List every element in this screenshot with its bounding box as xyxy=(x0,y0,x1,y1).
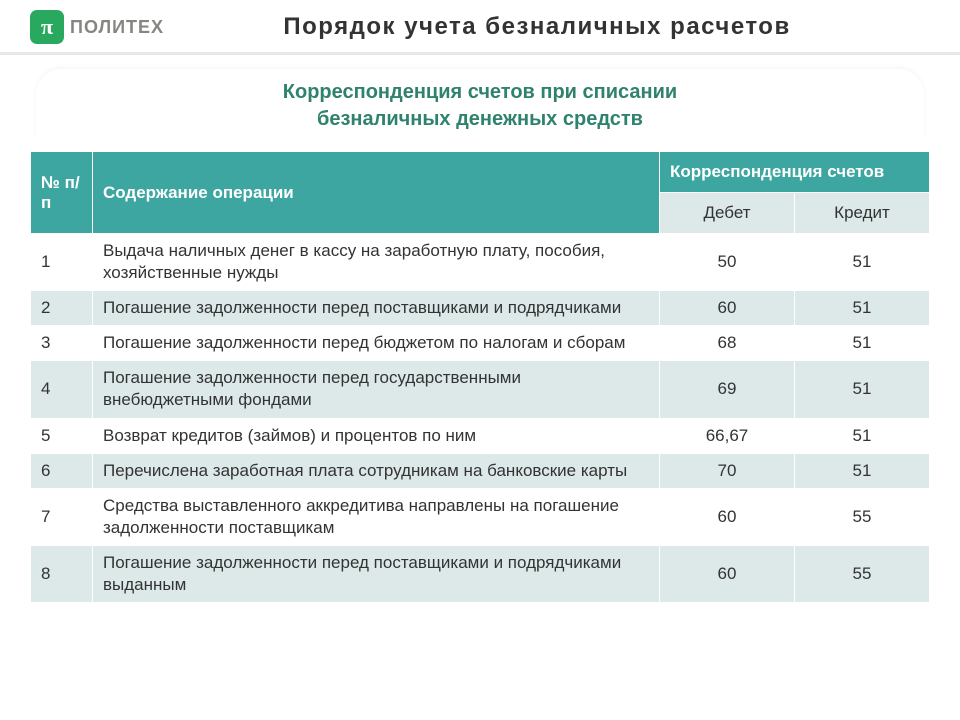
cell-num: 4 xyxy=(31,361,93,418)
table-body: 1Выдача наличных денег в кассу на зарабо… xyxy=(31,234,930,603)
col-header-desc: Содержание операции xyxy=(93,152,660,234)
table-row: 5Возврат кредитов (займов) и процентов п… xyxy=(31,418,930,453)
cell-credit: 51 xyxy=(795,418,930,453)
cell-debit: 50 xyxy=(660,234,795,291)
table-row: 3Погашение задолженности перед бюджетом … xyxy=(31,326,930,361)
cell-credit: 55 xyxy=(795,488,930,545)
cell-desc: Возврат кредитов (займов) и процентов по… xyxy=(93,418,660,453)
cell-debit: 66,67 xyxy=(660,418,795,453)
section-banner: Корреспонденция счетов при списании безн… xyxy=(36,69,924,141)
accounts-table: № п/п Содержание операции Корреспонденци… xyxy=(30,151,930,603)
cell-num: 2 xyxy=(31,291,93,326)
cell-num: 5 xyxy=(31,418,93,453)
cell-credit: 51 xyxy=(795,291,930,326)
cell-desc: Погашение задолженности перед государств… xyxy=(93,361,660,418)
cell-debit: 68 xyxy=(660,326,795,361)
table-row: 8Погашение задолженности перед поставщик… xyxy=(31,545,930,602)
cell-num: 7 xyxy=(31,488,93,545)
cell-num: 6 xyxy=(31,453,93,488)
section-title-line1: Корреспонденция счетов при списании xyxy=(76,79,884,106)
cell-credit: 51 xyxy=(795,361,930,418)
table-row: 6Перечислена заработная плата сотрудника… xyxy=(31,453,930,488)
col-header-num: № п/п xyxy=(31,152,93,234)
logo-icon: π xyxy=(30,10,64,44)
cell-desc: Погашение задолженности перед бюджетом п… xyxy=(93,326,660,361)
page-title: Порядок учета безналичных расчетов xyxy=(204,13,930,41)
table-row: 7Средства выставленного аккредитива напр… xyxy=(31,488,930,545)
cell-num: 1 xyxy=(31,234,93,291)
table-row: 4Погашение задолженности перед государст… xyxy=(31,361,930,418)
col-header-corr: Корреспонденция счетов xyxy=(660,152,930,193)
cell-credit: 51 xyxy=(795,326,930,361)
table-row: 1Выдача наличных денег в кассу на зарабо… xyxy=(31,234,930,291)
cell-debit: 60 xyxy=(660,488,795,545)
cell-num: 8 xyxy=(31,545,93,602)
cell-desc: Перечислена заработная плата сотрудникам… xyxy=(93,453,660,488)
cell-credit: 55 xyxy=(795,545,930,602)
logo: π ПОЛИТЕХ xyxy=(30,10,164,44)
cell-desc: Средства выставленного аккредитива напра… xyxy=(93,488,660,545)
section-title-line2: безналичных денежных средств xyxy=(76,106,884,133)
col-header-credit: Кредит xyxy=(795,193,930,234)
logo-text: ПОЛИТЕХ xyxy=(70,17,164,38)
cell-debit: 60 xyxy=(660,545,795,602)
table-row: 2Погашение задолженности перед поставщик… xyxy=(31,291,930,326)
cell-desc: Выдача наличных денег в кассу на заработ… xyxy=(93,234,660,291)
cell-debit: 60 xyxy=(660,291,795,326)
cell-credit: 51 xyxy=(795,234,930,291)
cell-desc: Погашение задолженности перед поставщика… xyxy=(93,291,660,326)
header-bar: π ПОЛИТЕХ Порядок учета безналичных расч… xyxy=(0,0,960,55)
cell-debit: 69 xyxy=(660,361,795,418)
content: № п/п Содержание операции Корреспонденци… xyxy=(0,141,960,603)
table-header-row1: № п/п Содержание операции Корреспонденци… xyxy=(31,152,930,193)
cell-debit: 70 xyxy=(660,453,795,488)
cell-num: 3 xyxy=(31,326,93,361)
cell-credit: 51 xyxy=(795,453,930,488)
col-header-debit: Дебет xyxy=(660,193,795,234)
cell-desc: Погашение задолженности перед поставщика… xyxy=(93,545,660,602)
